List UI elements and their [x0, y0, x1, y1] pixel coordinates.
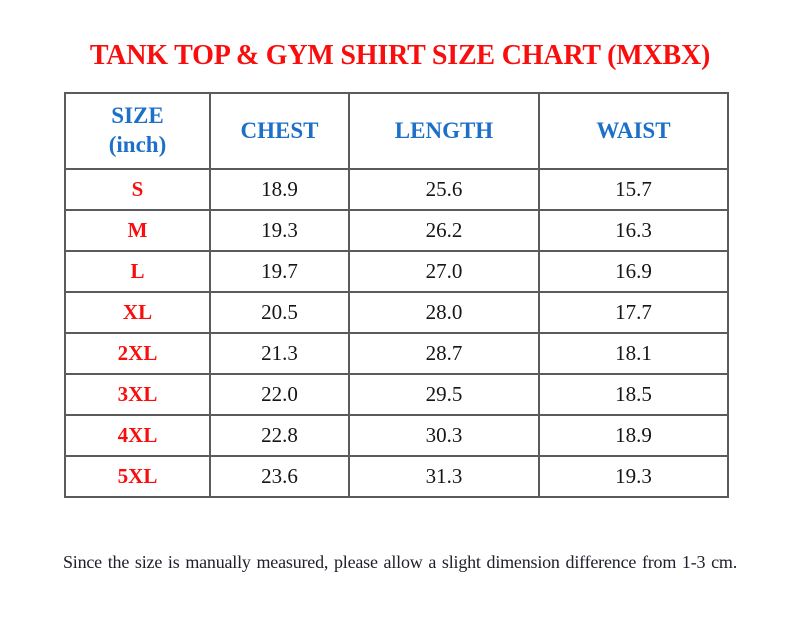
size-label-cell: S [64, 168, 211, 211]
chest-value-cell: 22.0 [209, 373, 350, 416]
size-chart-table: SIZE (inch) CHEST LENGTH WAIST S 18.9 25… [64, 92, 729, 498]
size-label-cell: 4XL [64, 414, 211, 457]
size-label-cell: 2XL [64, 332, 211, 375]
chest-value-cell: 23.6 [209, 455, 350, 498]
length-value-cell: 29.5 [348, 373, 540, 416]
waist-value-cell: 17.7 [538, 291, 729, 334]
chest-value-cell: 22.8 [209, 414, 350, 457]
table-row: 3XL 22.0 29.5 18.5 [64, 373, 729, 416]
length-value-cell: 31.3 [348, 455, 540, 498]
length-value-cell: 27.0 [348, 250, 540, 293]
chest-value-cell: 18.9 [209, 168, 350, 211]
size-label-cell: M [64, 209, 211, 252]
header-row: SIZE (inch) CHEST LENGTH WAIST [64, 92, 729, 170]
table-row: 4XL 22.8 30.3 18.9 [64, 414, 729, 457]
measurement-note: Since the size is manually measured, ple… [62, 552, 738, 572]
length-value-cell: 26.2 [348, 209, 540, 252]
table-row: XL 20.5 28.0 17.7 [64, 291, 729, 334]
column-header-chest: CHEST [209, 92, 350, 170]
table-row: 5XL 23.6 31.3 19.3 [64, 455, 729, 498]
chest-value-cell: 20.5 [209, 291, 350, 334]
length-value-cell: 28.0 [348, 291, 540, 334]
chest-value-cell: 21.3 [209, 332, 350, 375]
length-value-cell: 28.7 [348, 332, 540, 375]
size-label-cell: L [64, 250, 211, 293]
size-label-cell: XL [64, 291, 211, 334]
column-header-size: SIZE (inch) [64, 92, 211, 170]
column-header-waist: WAIST [538, 92, 729, 170]
size-label-cell: 5XL [64, 455, 211, 498]
page-title: TANK TOP & GYM SHIRT SIZE CHART (MXBX) [89, 40, 711, 71]
waist-value-cell: 18.9 [538, 414, 729, 457]
table-row: S 18.9 25.6 15.7 [64, 168, 729, 211]
waist-value-cell: 19.3 [538, 455, 729, 498]
waist-value-cell: 18.5 [538, 373, 729, 416]
waist-value-cell: 16.9 [538, 250, 729, 293]
chest-value-cell: 19.3 [209, 209, 350, 252]
table-row: 2XL 21.3 28.7 18.1 [64, 332, 729, 375]
waist-value-cell: 15.7 [538, 168, 729, 211]
table-row: L 19.7 27.0 16.9 [64, 250, 729, 293]
size-label-cell: 3XL [64, 373, 211, 416]
length-value-cell: 25.6 [348, 168, 540, 211]
waist-value-cell: 16.3 [538, 209, 729, 252]
length-value-cell: 30.3 [348, 414, 540, 457]
chest-value-cell: 19.7 [209, 250, 350, 293]
column-header-length: LENGTH [348, 92, 540, 170]
waist-value-cell: 18.1 [538, 332, 729, 375]
table-row: M 19.3 26.2 16.3 [64, 209, 729, 252]
